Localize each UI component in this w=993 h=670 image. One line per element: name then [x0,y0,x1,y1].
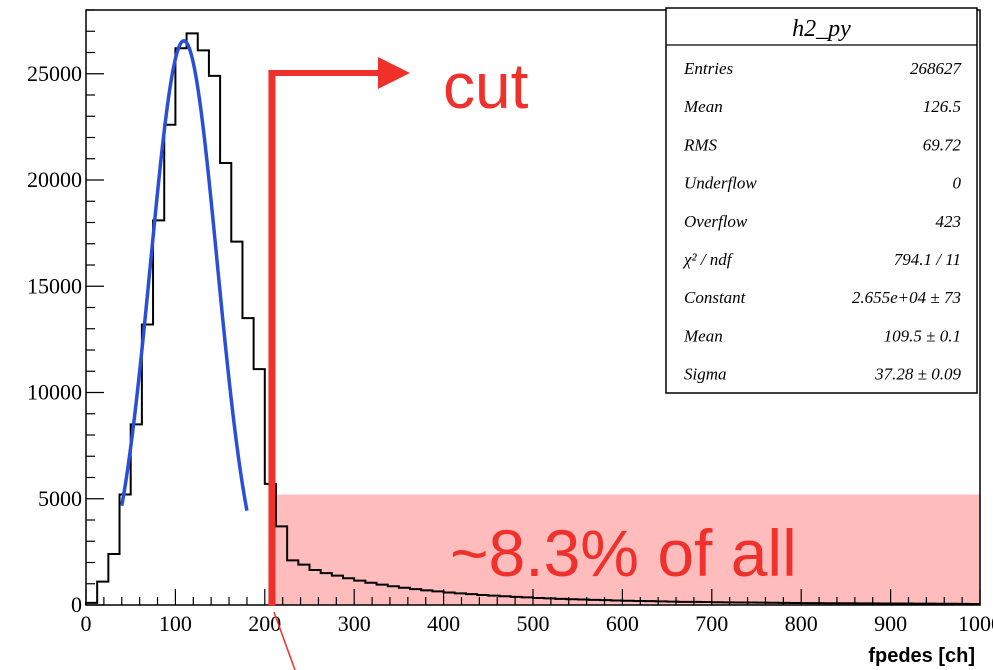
stats-row-value: 69.72 [923,135,962,154]
cut-pointer-line [273,611,296,670]
histogram-bin [142,325,153,606]
x-tick-label: 900 [874,611,907,636]
stats-box-title: h2_py [792,16,851,42]
stats-row-label: Mean [683,97,723,116]
stats-row-label: χ² / ndf [682,250,734,269]
cut-arrow-head [378,57,410,89]
x-axis-label: fpedes [ch] [868,645,975,667]
x-tick-label: 500 [517,611,550,636]
stats-row-value: 109.5 ± 0.1 [884,326,961,345]
stats-row-value: 126.5 [923,97,961,116]
histogram-bin [164,125,175,605]
histogram-bin [120,495,131,606]
stats-row-value: 794.1 / 11 [894,250,961,269]
histogram-bin [153,220,164,605]
stats-row-value: 0 [953,174,962,193]
histogram-bin [175,48,186,605]
y-tick-label: 0 [71,592,82,617]
stats-row-label: Constant [684,288,747,307]
stats-box-frame [665,7,978,394]
cut-marker [268,57,410,670]
stats-row-value: 268627 [910,59,963,78]
stats-row-value: 2.655e+04 ± 73 [852,288,961,307]
histogram-bin [131,424,142,605]
x-tick-label: 600 [606,611,639,636]
y-tick-label: 15000 [27,273,82,298]
histogram-bin [254,369,265,605]
x-tick-label: 400 [427,611,460,636]
cut-label: cut [443,50,529,122]
histogram-bin [187,33,198,605]
y-axis: 0 5000 10000 15000 20000 25000 [27,9,104,617]
x-tick-label: 0 [81,611,92,636]
x-tick-label: 800 [785,611,818,636]
histogram-bin [97,582,108,605]
histogram-bin [108,554,119,605]
x-tick-label: 200 [248,611,281,636]
stats-row-label: RMS [683,135,718,154]
x-tick-label: 700 [695,611,728,636]
y-tick-label: 25000 [27,61,82,86]
stats-row-label: Overflow [684,212,748,231]
stats-row-value: 37.28 ± 0.09 [874,365,961,384]
histogram-bin [209,76,220,605]
x-tick-label: 300 [338,611,371,636]
stats-row-label: Entries [683,59,733,78]
stats-row-label: Sigma [684,365,727,384]
y-tick-label: 20000 [27,167,82,192]
fraction-label: ~8.3% of all [450,516,797,590]
y-tick-label: 5000 [38,486,82,511]
y-tick-label: 10000 [27,380,82,405]
gaussian-fit-curve [120,39,249,511]
x-tick-label: 100 [159,611,192,636]
stats-row-value: 423 [936,212,962,231]
x-tick-label: 1000 [958,611,993,636]
histogram-bin [242,318,253,605]
stats-row-label: Underflow [684,174,757,193]
x-axis: 0 100 200 300 400 500 600 700 800 900 1000 [81,589,993,636]
stats-box: h2_py Entries 268627 Mean 126.5 RMS 69.72 Under… [665,7,978,394]
stats-row-label: Mean [683,326,723,345]
